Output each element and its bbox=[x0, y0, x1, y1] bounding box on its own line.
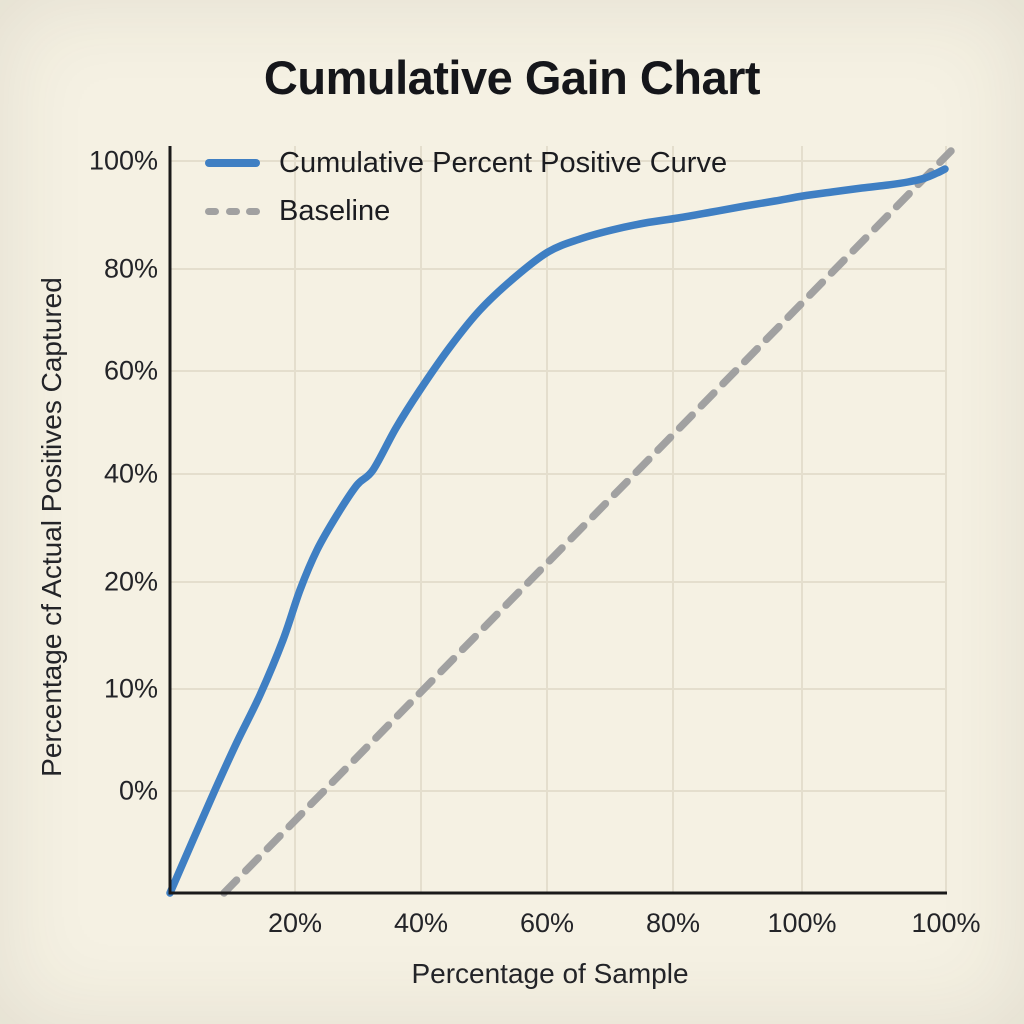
x-tick-label: 60% bbox=[519, 908, 575, 938]
x-tick-label: 20% bbox=[267, 908, 323, 938]
chart-title: Cumulative Gain Chart bbox=[263, 51, 761, 104]
y-tick-label: 80% bbox=[103, 253, 158, 284]
legend: Cumulative Percent Positive Curve Baseli… bbox=[205, 139, 727, 235]
baseline-line bbox=[220, 147, 955, 897]
y-tick-label: 100% bbox=[88, 145, 158, 176]
y-tick-label: 20% bbox=[103, 566, 158, 597]
y-tick-label: 60% bbox=[103, 355, 158, 386]
x-tick-label: 40% bbox=[393, 908, 449, 938]
dashed-line-swatch-icon bbox=[205, 207, 260, 215]
solid-line-swatch-icon bbox=[205, 159, 260, 167]
x-tick-label: 100% bbox=[767, 908, 837, 938]
y-axis-label: Percentage cf Actual Positives Captured bbox=[36, 277, 67, 777]
gain-curve-line bbox=[166, 165, 949, 897]
x-axis-label: Percentage of Sample bbox=[411, 958, 689, 989]
legend-label: Cumulative Percent Positive Curve bbox=[279, 146, 728, 179]
y-tick-label: 10% bbox=[103, 673, 158, 704]
legend-item-baseline: Baseline bbox=[205, 187, 727, 235]
legend-item-cumulative-curve: Cumulative Percent Positive Curve bbox=[205, 139, 727, 187]
y-tick-label: 0% bbox=[118, 775, 158, 806]
x-tick-label: 100% bbox=[911, 908, 981, 938]
y-tick-label: 40% bbox=[103, 458, 158, 489]
legend-label: Baseline bbox=[279, 194, 391, 227]
x-tick-label: 80% bbox=[645, 908, 701, 938]
